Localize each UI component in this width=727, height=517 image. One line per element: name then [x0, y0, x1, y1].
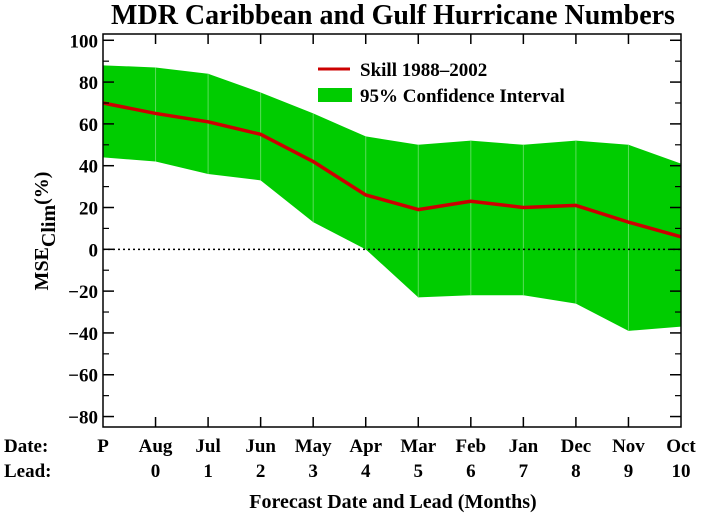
x-tick-label-lead: 2	[256, 461, 266, 482]
x-tick-label-date: Jun	[245, 436, 276, 457]
x-tick-labels: P Aug 0 Jul 1 Jun 2 May 3 Apr 4 Mar 5 Feb 6 Jan 7 Dec 8 Nov…	[97, 436, 696, 482]
skill-line	[102, 101, 682, 239]
plot-frame	[102, 33, 682, 428]
x-tick-label-date: Jan	[509, 436, 539, 457]
y-tick-label: −80	[68, 408, 98, 429]
y-tick-label: 0	[89, 240, 99, 261]
x-tick-label-lead: 6	[466, 461, 476, 482]
y-tick-label: 80	[79, 73, 98, 94]
legend: Skill 1988–2002 95% Confidence Interval	[318, 60, 565, 107]
x-tick-label-date: P	[97, 436, 109, 457]
date-row-label: Date:	[4, 436, 48, 457]
x-tick-label-date: Mar	[400, 436, 436, 457]
y-tick-label: −60	[68, 366, 98, 387]
y-tick-label: 100	[70, 31, 99, 52]
x-tick-label-lead: 7	[519, 461, 529, 482]
x-tick-label-lead: 4	[361, 461, 371, 482]
lead-row-label: Lead:	[4, 461, 52, 482]
category-gridlines	[155, 67, 629, 331]
legend-band-swatch	[318, 88, 352, 102]
x-tick-label-lead: 0	[151, 461, 161, 482]
plot-area: −80 −60 −40 −20 0 20 40 60 80 100	[68, 31, 682, 429]
y-tick-label: 60	[79, 115, 98, 136]
x-tick-label-date: Feb	[456, 436, 487, 457]
x-tick-label-lead: 5	[414, 461, 424, 482]
y-axis-title: MSEClim(%)	[31, 172, 60, 291]
x-axis-title: Forecast Date and Lead (Months)	[249, 491, 536, 513]
x-tick-label-date: Nov	[612, 436, 645, 457]
chart-title: MDR Caribbean and Gulf Hurricane Numbers	[111, 0, 675, 31]
x-tick-label-date: May	[295, 436, 332, 457]
y-tick-label: −40	[68, 324, 98, 345]
x-tick-label-lead: 10	[672, 461, 691, 482]
y-ticks: −80 −60 −40 −20 0 20 40 60 80 100	[68, 31, 681, 429]
x-tick-label-date: Oct	[666, 436, 696, 457]
x-tick-label-lead: 1	[203, 461, 213, 482]
legend-band-label: 95% Confidence Interval	[360, 86, 565, 107]
y-axis-title-sub: Clim	[38, 205, 60, 248]
y-axis-title-unit: (%)	[31, 172, 53, 205]
x-tick-label-lead: 9	[624, 461, 634, 482]
x-tick-label-date: Apr	[349, 436, 382, 457]
y-tick-label: 20	[79, 199, 98, 220]
x-tick-label-date: Jul	[195, 436, 220, 457]
y-axis-title-main: MSE	[31, 247, 53, 290]
y-tick-label: 40	[79, 157, 98, 178]
legend-skill-label: Skill 1988–2002	[360, 60, 487, 81]
x-tick-label-lead: 8	[571, 461, 581, 482]
y-tick-label: −20	[68, 282, 98, 303]
x-tick-label-date: Dec	[561, 436, 592, 457]
x-tick-label-date: Aug	[139, 436, 173, 457]
x-tick-label-lead: 3	[308, 461, 318, 482]
x-ticks	[154, 34, 630, 427]
